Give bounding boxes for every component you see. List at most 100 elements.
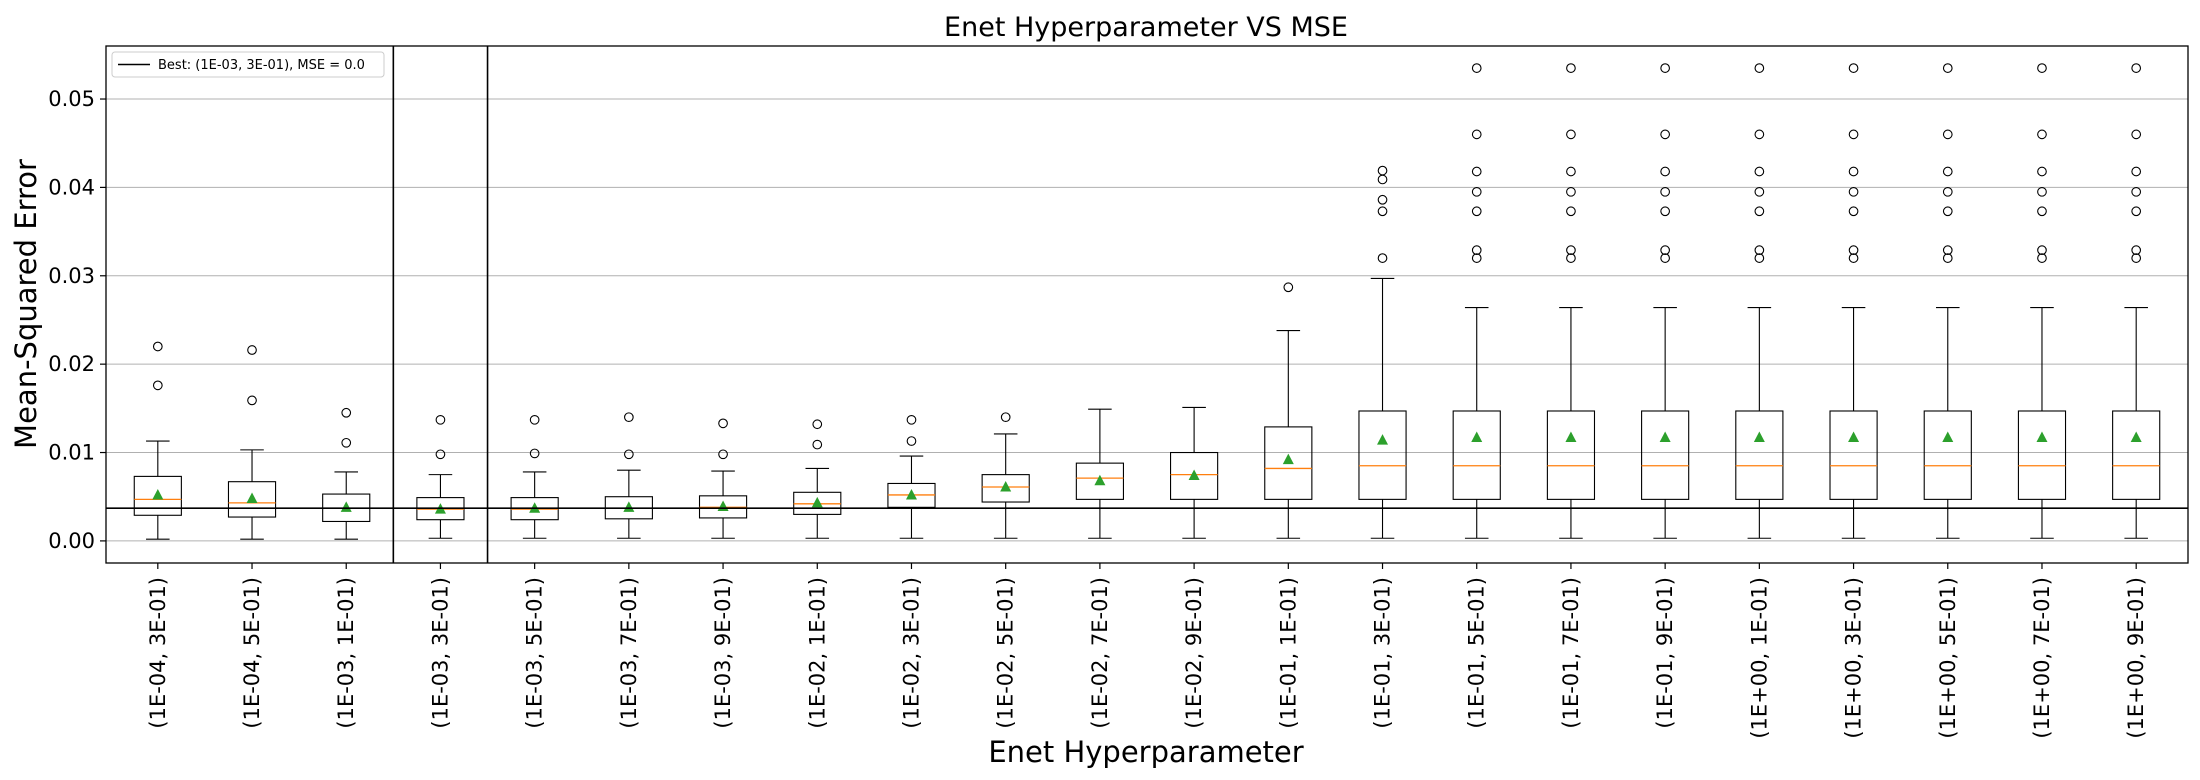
outlier-point (906, 436, 917, 446)
outlier-point (1377, 165, 1388, 176)
box-19 (1923, 63, 1972, 539)
box-8 (887, 414, 936, 539)
x-tick-label: (1E-03, 9E-01) (711, 577, 735, 729)
outlier-point (2131, 186, 2142, 197)
mean-marker (1753, 431, 1765, 443)
box-body (1170, 451, 1219, 500)
mean-marker (152, 488, 164, 500)
box-body (133, 475, 182, 516)
box-body (1923, 410, 1972, 500)
outlier-point (2131, 253, 2142, 263)
chart-title: Enet Hyperparameter VS MSE (944, 12, 1348, 43)
best-reference-lines (106, 46, 2188, 563)
outlier-point (2037, 166, 2047, 177)
outlier-point (1000, 412, 1011, 423)
box-14 (1452, 63, 1501, 539)
x-tick-label: (1E-01, 1E-01) (1276, 577, 1300, 729)
outlier-point (812, 439, 823, 450)
x-tick-label: (1E-01, 5E-01) (1465, 577, 1489, 729)
mean-marker (811, 496, 823, 508)
outlier-point (1942, 206, 1953, 217)
box-body (1546, 410, 1596, 500)
outlier-point (812, 419, 823, 430)
x-tick-label: (1E-02, 1E-01) (805, 577, 829, 729)
outlier-point (1566, 186, 1576, 197)
outlier-point (247, 345, 257, 355)
outlier-point (1471, 166, 1482, 177)
x-tick-label: (1E-03, 5E-01) (523, 577, 547, 729)
outlier-point (152, 341, 163, 352)
x-tick-label: (1E-03, 3E-01) (428, 577, 452, 729)
box-12 (1264, 282, 1313, 539)
outlier-point (1942, 186, 1953, 197)
boxes-layer (133, 63, 2161, 540)
outlier-point (435, 449, 446, 460)
y-tick-label: 0.03 (48, 264, 95, 288)
legend: Best: (1E-03, 3E-01), MSE = 0.0 (111, 51, 385, 78)
box-9 (981, 412, 1030, 539)
outlier-point (1660, 63, 1670, 73)
x-tick-label: (1E-03, 1E-01) (334, 577, 358, 729)
outlier-point (1754, 253, 1765, 263)
outlier-point (1660, 186, 1670, 197)
outlier-point (624, 449, 634, 460)
x-tick-label: (1E-01, 9E-01) (1653, 577, 1677, 729)
outlier-point (1848, 206, 1859, 217)
outlier-point (2037, 245, 2047, 255)
box-body (227, 481, 277, 518)
x-tick-label: (1E-02, 3E-01) (899, 577, 923, 729)
outlier-point (1848, 129, 1859, 140)
box-body (2112, 410, 2161, 500)
outlier-point (1566, 63, 1576, 73)
box-18 (1829, 63, 1878, 539)
mean-marker (2036, 431, 2048, 443)
box-16 (1641, 63, 1690, 539)
outlier-point (341, 437, 352, 448)
mean-marker (2130, 431, 2142, 443)
box-10 (1075, 408, 1124, 539)
outlier-point (1566, 245, 1576, 255)
mean-marker (1282, 453, 1294, 465)
outlier-point (1942, 166, 1953, 177)
x-tick-label: (1E-02, 7E-01) (1088, 577, 1112, 729)
x-tick-label: (1E-02, 5E-01) (994, 577, 1018, 729)
x-tick-label: (1E+00, 5E-01) (1936, 577, 1960, 739)
outlier-point (718, 449, 728, 460)
x-tick-label: (1E-04, 5E-01) (240, 577, 264, 729)
outlier-point (624, 412, 634, 423)
outlier-point (1566, 206, 1576, 217)
outlier-point (1942, 63, 1953, 73)
outlier-point (529, 448, 540, 459)
outlier-point (1942, 129, 1953, 140)
box-3 (416, 414, 465, 539)
outlier-point (1848, 186, 1859, 197)
y-tick-label: 0.04 (48, 175, 95, 199)
mean-marker (1188, 469, 1200, 481)
mean-marker (246, 492, 258, 503)
mean-marker (905, 488, 917, 500)
outlier-point (1848, 253, 1859, 263)
box-body (981, 474, 1030, 503)
box-body (1358, 410, 1407, 500)
x-tick-label: (1E+00, 3E-01) (1842, 577, 1866, 739)
x-axis: (1E-04, 3E-01) (1E-04, 5E-01) (1E-03, 1E-0… (146, 563, 2148, 739)
outlier-point (1754, 245, 1765, 255)
outlier-point (1377, 253, 1388, 263)
outlier-point (1660, 253, 1670, 263)
outlier-point (1566, 253, 1576, 263)
box-20 (2017, 63, 2067, 539)
box-4 (510, 414, 559, 539)
x-tick-label: (1E-02, 9E-01) (1182, 577, 1206, 729)
outlier-point (1471, 245, 1482, 255)
outlier-point (341, 407, 352, 418)
outlier-point (2037, 129, 2047, 140)
box-body (1735, 410, 1784, 500)
outlier-point (2131, 245, 2142, 255)
outlier-point (1848, 166, 1859, 177)
outlier-point (1566, 129, 1576, 140)
box-7 (793, 419, 842, 539)
outlier-point (2131, 63, 2142, 73)
outlier-point (1754, 166, 1765, 177)
outlier-point (435, 414, 446, 425)
x-tick-label: (1E-01, 7E-01) (1559, 577, 1583, 729)
